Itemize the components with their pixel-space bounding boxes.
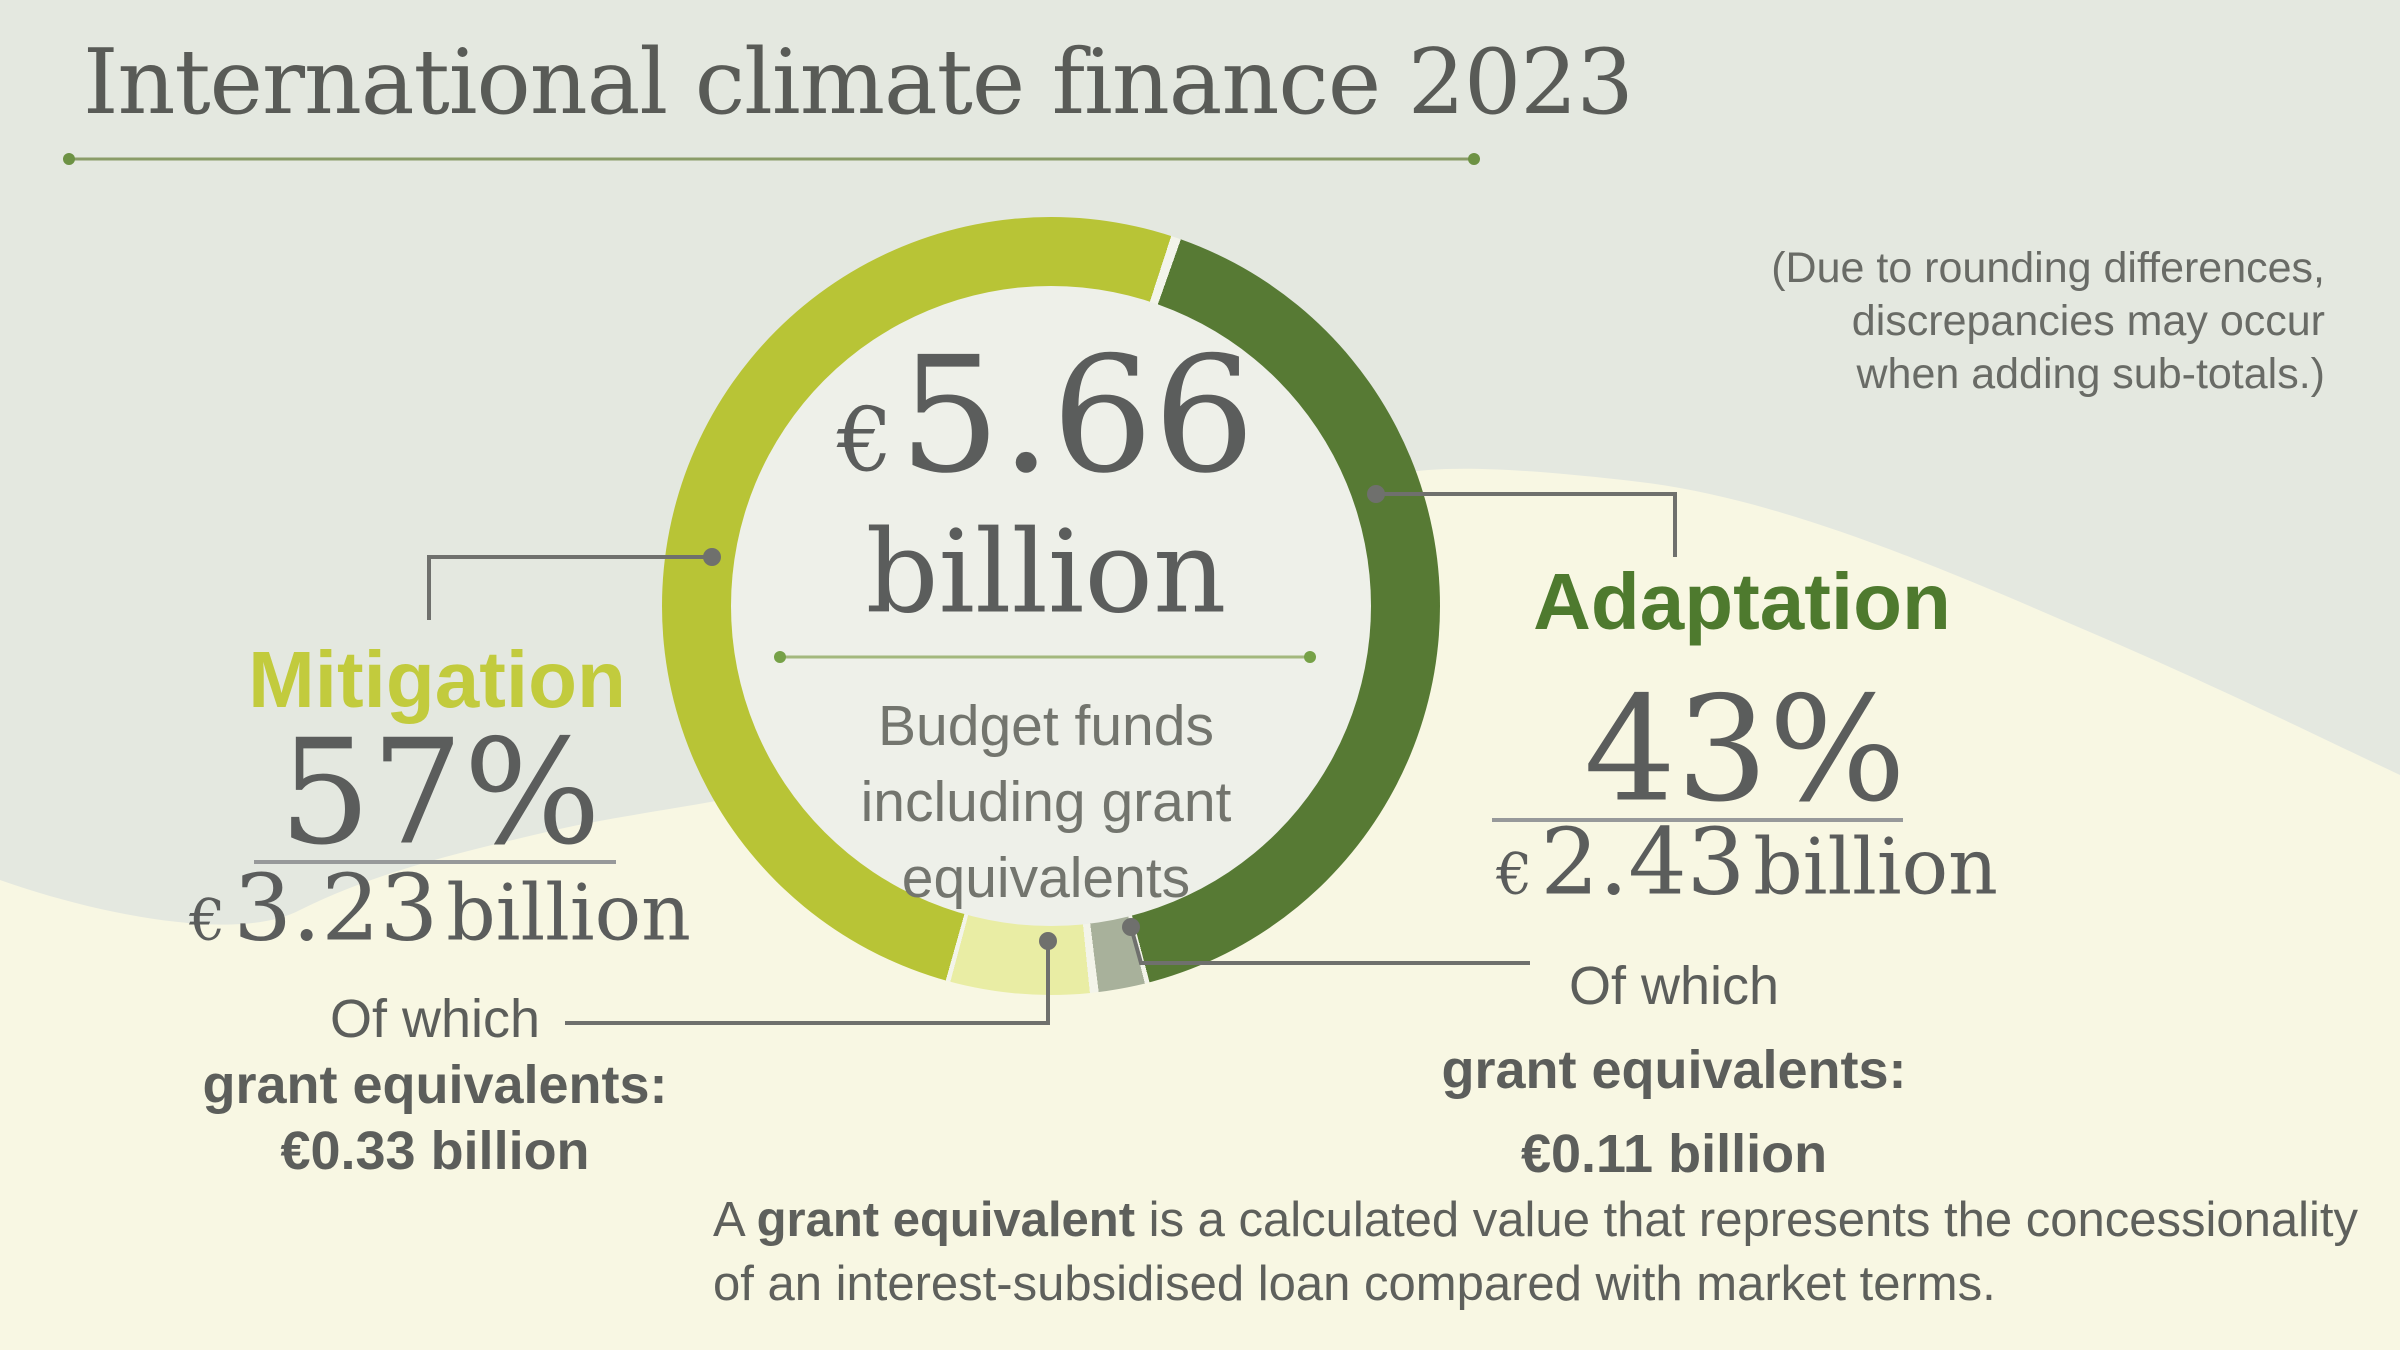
total-currency-sign: € [836, 388, 893, 492]
mitigation-grant-note-line: €0.33 billion [280, 1121, 590, 1181]
rounding-note-line: when adding sub-totals.) [1856, 350, 2325, 398]
mitigation-currency-sign: € [189, 887, 226, 954]
mitigation-grant-note-line: Of which [329, 989, 541, 1049]
grant-equivalent-footnote: A grant equivalent is a calculated value… [713, 1188, 2358, 1316]
adaptation-grant-note: Of which grant equivalents: €0.11 billio… [1441, 944, 1906, 1196]
center-divider [774, 651, 1316, 663]
footnote-line-2: of an interest-subsidised loan compared … [713, 1257, 1996, 1311]
rounding-note-line: (Due to rounding differences, [1771, 244, 2325, 292]
total-caption-line: including grant [860, 770, 1232, 834]
adaptation-currency-sign: € [1496, 841, 1533, 908]
adaptation-connector [1367, 485, 1677, 557]
adaptation-grant-note-line: Of which [1568, 956, 1780, 1016]
total-caption-line: Budget funds [878, 694, 1214, 758]
total-caption: Budget funds including grant equivalents [861, 688, 1232, 916]
adaptation-grant-note-line: grant equivalents: [1441, 1040, 1907, 1100]
mitigation-grant-note-line: grant equivalents: [202, 1055, 668, 1115]
page-title: International climate finance 2023 [83, 30, 1634, 135]
mitigation-label: Mitigation [248, 635, 626, 724]
adaptation-amount-value: 2.43 [1540, 808, 1746, 916]
mitigation-amount-value: 3.23 [233, 854, 439, 962]
total-amount: €5.66 [837, 322, 1255, 509]
total-unit: billion [865, 505, 1227, 639]
mitigation-amount-unit: billion [446, 868, 691, 959]
mitigation-amount: €3.23 billion [189, 855, 691, 962]
adaptation-label: Adaptation [1533, 557, 1951, 646]
footnote-line-1: A grant equivalent is a calculated value… [713, 1193, 2359, 1247]
rounding-note-line: discrepancies may occur [1851, 297, 2325, 345]
mitigation-grant-connector [565, 932, 1057, 1025]
footnote-bold-term: grant equivalent [756, 1193, 1136, 1247]
adaptation-amount: €2.43 billion [1496, 809, 1998, 916]
adaptation-grant-note-line: €0.11 billion [1520, 1124, 1828, 1184]
mitigation-connector [427, 548, 721, 620]
rounding-note: (Due to rounding differences, discrepanc… [1771, 242, 2325, 401]
donut-inner-circle [731, 286, 1371, 926]
adaptation-amount-unit: billion [1753, 822, 1998, 913]
total-value: 5.66 [898, 321, 1256, 509]
mitigation-percent: 57% [278, 708, 602, 878]
title-rule [63, 153, 1480, 165]
adaptation-percent: 43% [1583, 665, 1907, 835]
mitigation-grant-note: Of which grant equivalents: €0.33 billio… [202, 986, 667, 1184]
adaptation-grant-connector [1122, 918, 1530, 965]
total-caption-line: equivalents [901, 846, 1191, 910]
